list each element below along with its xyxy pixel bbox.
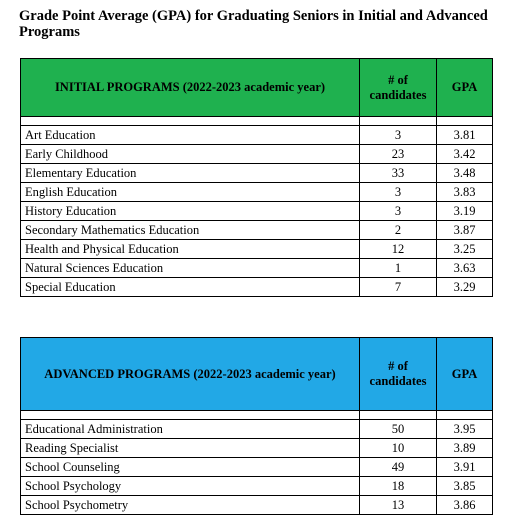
gpa-column-header: GPA <box>436 337 493 411</box>
program-name-cell: English Education <box>20 182 360 202</box>
table-header-row: ADVANCED PROGRAMS (2022-2023 academic ye… <box>20 337 493 411</box>
candidates-cell: 23 <box>359 144 437 164</box>
advanced-programs-table: ADVANCED PROGRAMS (2022-2023 academic ye… <box>20 337 493 515</box>
program-name-cell: History Education <box>20 201 360 221</box>
table-row: Educational Administration 50 3.95 <box>20 419 493 439</box>
candidates-cell: 7 <box>359 277 437 297</box>
gpa-cell: 3.48 <box>436 163 493 183</box>
candidates-cell: 3 <box>359 125 437 145</box>
gpa-cell: 3.87 <box>436 220 493 240</box>
initial-programs-table: INITIAL PROGRAMS (2022-2023 academic yea… <box>20 58 493 297</box>
gpa-cell: 3.29 <box>436 277 493 297</box>
table-row: History Education 3 3.19 <box>20 201 493 221</box>
table-row: School Counseling 49 3.91 <box>20 457 493 477</box>
gpa-cell: 3.91 <box>436 457 493 477</box>
gpa-cell: 3.89 <box>436 438 493 458</box>
gpa-cell: 3.86 <box>436 495 493 515</box>
gpa-cell: 3.25 <box>436 239 493 259</box>
program-name-cell: Elementary Education <box>20 163 360 183</box>
table-row: Reading Specialist 10 3.89 <box>20 438 493 458</box>
gpa-cell: 3.95 <box>436 419 493 439</box>
program-name-cell: Educational Administration <box>20 419 360 439</box>
program-name-cell: Art Education <box>20 125 360 145</box>
gpa-cell: 3.81 <box>436 125 493 145</box>
program-name-cell: Health and Physical Education <box>20 239 360 259</box>
gpa-cell: 3.85 <box>436 476 493 496</box>
candidates-cell: 12 <box>359 239 437 259</box>
candidates-column-header: # of candidates <box>359 337 437 411</box>
table-row: Early Childhood 23 3.42 <box>20 144 493 164</box>
page-title: Grade Point Average (GPA) for Graduating… <box>19 8 488 40</box>
program-name-cell: School Counseling <box>20 457 360 477</box>
candidates-column-header: # of candidates <box>359 58 437 117</box>
candidates-cell: 18 <box>359 476 437 496</box>
table-row: School Psychology 18 3.85 <box>20 476 493 496</box>
program-name-cell: Secondary Mathematics Education <box>20 220 360 240</box>
candidates-cell: 13 <box>359 495 437 515</box>
candidates-cell: 3 <box>359 182 437 202</box>
table-row: Art Education 3 3.81 <box>20 125 493 145</box>
candidates-cell: 49 <box>359 457 437 477</box>
gpa-cell: 3.42 <box>436 144 493 164</box>
table-row: English Education 3 3.83 <box>20 182 493 202</box>
candidates-cell: 33 <box>359 163 437 183</box>
table-header-row: INITIAL PROGRAMS (2022-2023 academic yea… <box>20 58 493 117</box>
program-name-cell: School Psychometry <box>20 495 360 515</box>
table-row: Secondary Mathematics Education 2 3.87 <box>20 220 493 240</box>
table-row: School Psychometry 13 3.86 <box>20 495 493 515</box>
gpa-cell: 3.19 <box>436 201 493 221</box>
table-row: Health and Physical Education 12 3.25 <box>20 239 493 259</box>
gpa-cell: 3.83 <box>436 182 493 202</box>
program-name-cell: Reading Specialist <box>20 438 360 458</box>
candidates-cell: 3 <box>359 201 437 221</box>
table-row: Special Education 7 3.29 <box>20 277 493 297</box>
program-name-cell: School Psychology <box>20 476 360 496</box>
spacer-row <box>20 116 493 126</box>
candidates-cell: 1 <box>359 258 437 278</box>
gpa-cell: 3.63 <box>436 258 493 278</box>
initial-programs-header: INITIAL PROGRAMS (2022-2023 academic yea… <box>20 58 360 117</box>
program-name-cell: Natural Sciences Education <box>20 258 360 278</box>
spacer-row <box>20 410 493 420</box>
program-name-cell: Special Education <box>20 277 360 297</box>
table-row: Natural Sciences Education 1 3.63 <box>20 258 493 278</box>
advanced-programs-header: ADVANCED PROGRAMS (2022-2023 academic ye… <box>20 337 360 411</box>
candidates-cell: 2 <box>359 220 437 240</box>
gpa-column-header: GPA <box>436 58 493 117</box>
candidates-cell: 50 <box>359 419 437 439</box>
program-name-cell: Early Childhood <box>20 144 360 164</box>
candidates-cell: 10 <box>359 438 437 458</box>
table-row: Elementary Education 33 3.48 <box>20 163 493 183</box>
